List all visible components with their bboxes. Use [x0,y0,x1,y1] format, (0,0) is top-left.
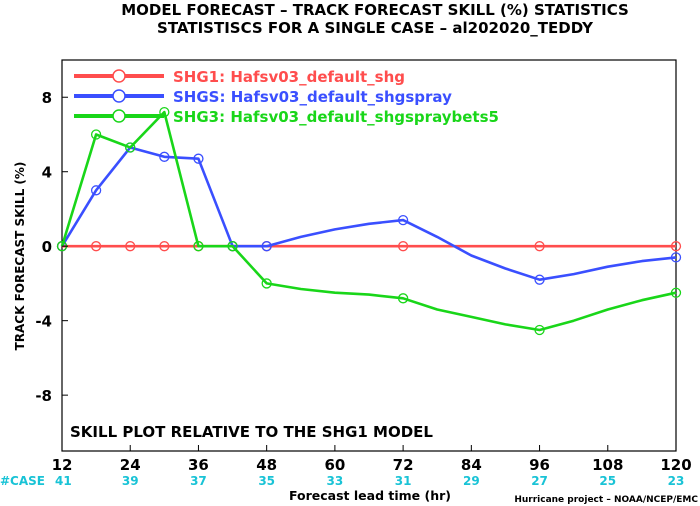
skill-annotation: SKILL PLOT RELATIVE TO THE SHG1 MODEL [70,423,433,441]
legend: SHG1: Hafsv03_default_shg SHGS: Hafsv03_d… [74,68,499,126]
x-tick-label: 96 [529,456,550,474]
y-tick-label: 4 [42,164,52,182]
y-axis-label: TRACK FORECAST SKILL (%) [13,162,27,351]
series-point-3 [159,106,170,118]
case-count-label: 31 [395,474,412,488]
series-point-2 [397,214,409,226]
series-point-3 [397,293,409,304]
case-label: #CASE [0,474,45,488]
y-tick-label: 8 [42,89,52,107]
legend-swatch-marker [112,89,126,103]
series-point-3 [261,278,272,289]
legend-label: SHG1: Hafsv03_default_shg [173,68,405,86]
series-line-2 [60,146,677,282]
x-tick-label: 48 [256,456,277,474]
chart-title-line2: STATISTISCS FOR A SINGLE CASE – al202020… [157,19,594,37]
x-tick-label: 108 [592,456,623,474]
x-tick-layer: 12 24 36 48 60 72 84 96 108 120 [52,445,692,474]
legend-label: SHGS: Hafsv03_default_shgspray [173,88,452,106]
plot-frame [61,59,677,452]
case-count-label: 23 [668,474,685,488]
x-axis-label: Forecast lead time (hr) [289,488,451,503]
y-tick-layer: -8 -4 0 4 8 [35,89,68,405]
x-tick-label: 24 [120,456,141,474]
x-tick-label: 36 [188,456,209,474]
series-point-2 [534,274,545,285]
series-point-3 [534,324,545,336]
x-tick-label: 60 [324,456,345,474]
series-point-3 [227,241,238,252]
series-point-1 [125,241,136,252]
x-tick-label: 72 [393,456,414,474]
series-point-1 [159,241,170,252]
credit-text: Hurricane project – NOAA/NCEP/EMC [514,495,698,505]
series-line-3 [60,110,677,332]
case-count-label: 35 [258,474,275,488]
case-count-label: 33 [327,474,344,488]
x-tick-label: 120 [660,456,691,474]
y-tick-label: 0 [42,238,52,256]
series-point-3 [670,287,682,298]
y-tick-label: -4 [35,313,52,331]
x-tick-label: 84 [461,456,482,474]
legend-swatch-marker [112,69,126,83]
case-count-label: 29 [463,474,480,488]
series-point-3 [193,241,204,252]
case-count-label: 39 [122,474,139,488]
case-count-label: 41 [55,474,72,488]
series-point-3 [90,129,102,140]
case-count-label: 25 [599,474,616,488]
series-point-1 [397,241,409,252]
chart-title-line1: MODEL FORECAST – TRACK FORECAST SKILL (%… [121,1,629,19]
case-count-label: 37 [190,474,207,488]
series-layer [56,106,682,336]
series-point-3 [125,142,136,153]
series-point-2 [193,153,204,164]
series-point-2 [261,241,272,252]
series-point-1 [90,241,102,252]
case-count-label: 27 [531,474,548,488]
x-tick-label: 12 [52,456,73,474]
series-point-1 [534,241,545,252]
case-count-layer: 41 39 37 35 33 31 29 27 25 23 [55,474,684,488]
legend-swatch-marker [112,109,126,123]
series-point-2 [90,185,102,196]
series-point-2 [670,252,682,263]
series-point-1 [670,241,682,252]
y-tick-label: -8 [35,387,52,405]
legend-label: SHG3: Hafsv03_default_shgspraybets5 [173,108,499,126]
series-point-2 [159,151,170,162]
